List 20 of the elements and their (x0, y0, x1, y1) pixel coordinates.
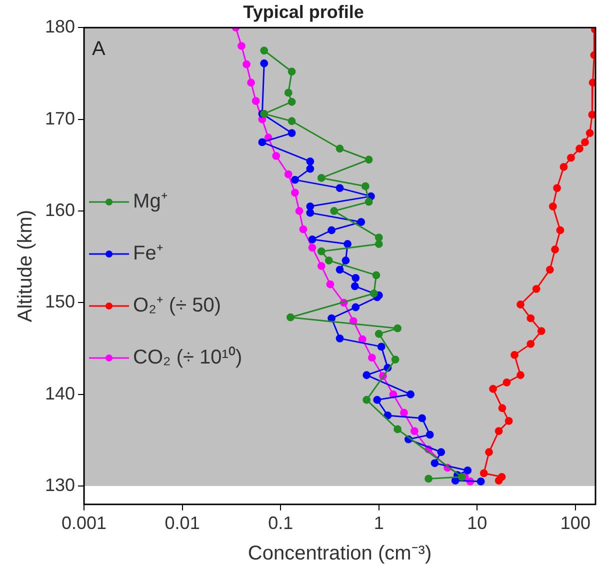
legend-label: O₂⁺ (÷ 50) (133, 294, 222, 317)
x-tick-label: 0.001 (62, 513, 107, 534)
x-tick-label: 0.1 (268, 513, 294, 534)
y-tick-label: 150 (44, 292, 76, 312)
x-tick-label: 10 (467, 513, 488, 534)
x-axis-title: Concentration (cm⁻³) (248, 542, 432, 565)
y-tick-label: 170 (44, 108, 76, 128)
y-tick-label: 180 (44, 16, 76, 37)
y-tick-label: 140 (44, 383, 76, 404)
legend-label: Fe⁺ (133, 242, 164, 265)
x-tick-label: 0.01 (164, 513, 200, 534)
y-tick-label: 130 (44, 475, 76, 496)
chart-title: Typical profile (243, 2, 364, 22)
legend-label: Mg⁺ (133, 190, 168, 213)
y-tick-label: 160 (44, 200, 76, 220)
x-tick-label: 100 (560, 513, 590, 534)
y-axis-title: Altitude (km) (14, 210, 37, 322)
annotation: A (92, 38, 106, 60)
x-tick-label: 1 (374, 513, 384, 534)
legend-label: CO₂ (÷ 10¹⁰) (133, 346, 242, 369)
